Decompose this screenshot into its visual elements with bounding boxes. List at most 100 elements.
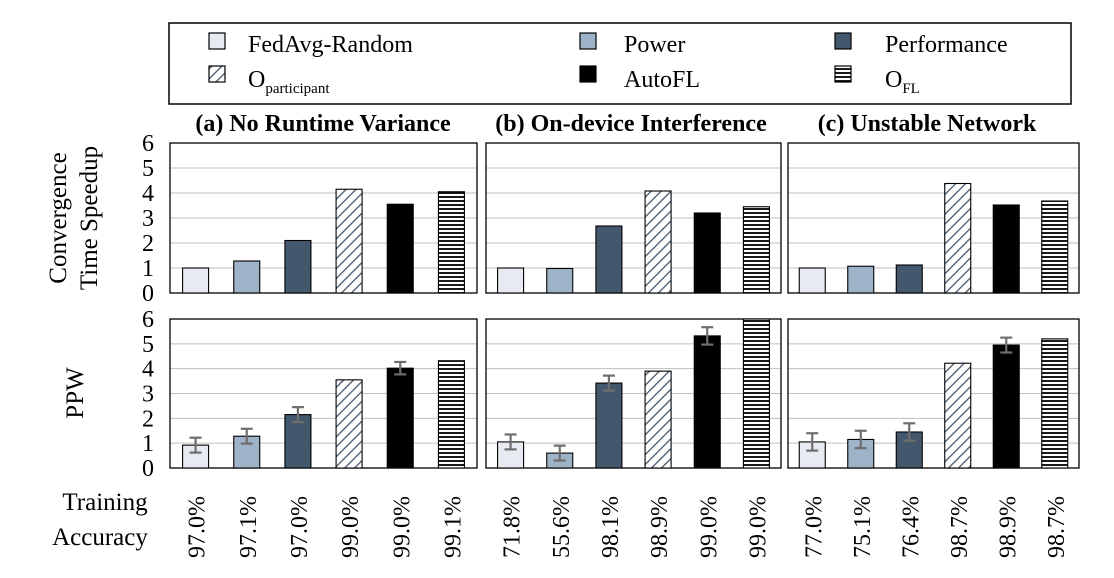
plot-frame — [485, 142, 782, 294]
legend-item-fedavg-random: FedAvg-Random — [208, 32, 413, 58]
bar-o-participant — [944, 362, 972, 469]
legend-swatch-o-fl — [834, 65, 852, 83]
legend-swatch-o-participant — [208, 65, 226, 83]
y-tick-label: 6 — [142, 307, 154, 333]
y-tick-label: 4 — [142, 181, 154, 207]
training-accuracy-label-line2: Accuracy — [52, 524, 148, 551]
training-accuracy-value: 99.0% — [745, 496, 771, 558]
legend-item-performance: Performance — [834, 32, 1008, 58]
chart-speedup-c — [787, 142, 1080, 294]
legend-item-power: Power — [579, 32, 685, 58]
bar-o-participant — [335, 379, 363, 469]
training-accuracy-value: 99.0% — [338, 496, 364, 558]
bar-o-participant — [644, 190, 672, 294]
bar-o-fl — [742, 206, 770, 294]
bar-o-participant — [944, 182, 972, 294]
plot-frame — [787, 142, 1080, 294]
error-bar-power — [854, 429, 867, 450]
y-tick-label: 0 — [142, 456, 154, 482]
training-accuracy-value: 97.0% — [185, 496, 211, 558]
training-accuracy-value: 98.9% — [995, 496, 1021, 558]
error-bar-performance — [291, 406, 304, 424]
training-accuracy-value: 76.4% — [898, 496, 924, 558]
error-bar-performance — [903, 422, 916, 442]
error-bar-autofl — [394, 360, 407, 376]
y-tick-label: 3 — [142, 206, 154, 232]
legend-frame — [168, 22, 1072, 105]
error-bar-fedavg-random — [806, 432, 819, 452]
bar-o-fl — [1041, 200, 1069, 294]
training-accuracy-value: 98.7% — [1044, 496, 1070, 558]
bar-performance — [895, 431, 923, 469]
training-accuracy-value: 77.0% — [801, 496, 827, 558]
legend-swatch-performance — [834, 32, 852, 50]
bar-power — [546, 267, 574, 294]
bar-autofl — [386, 367, 414, 469]
panel-title-c: (c) Unstable Network — [818, 111, 1037, 137]
training-accuracy-value: 98.9% — [647, 496, 673, 558]
bar-autofl — [992, 344, 1020, 469]
bar-power — [233, 260, 261, 294]
training-accuracy-value: 55.6% — [549, 496, 575, 558]
training-accuracy-label-line1: Training — [62, 489, 148, 516]
y-tick-label: 1 — [142, 256, 154, 282]
panel-title-b: (b) On-device Interference — [495, 111, 767, 137]
legend-swatch-power — [579, 32, 597, 50]
bar-performance — [284, 414, 312, 469]
legend-swatch-fedavg-random — [208, 32, 226, 50]
bar-o-fl — [1041, 338, 1069, 469]
y-axis-label-speedup: Convergence Time Speedup — [45, 146, 103, 290]
legend-label-fedavg-random: FedAvg-Random — [248, 32, 413, 58]
legend-label-autofl: AutoFL — [624, 67, 700, 93]
bar-power — [233, 435, 261, 469]
legend-swatch-autofl — [579, 65, 597, 83]
training-accuracy-value: 98.7% — [947, 496, 973, 558]
error-bar-power — [240, 427, 253, 445]
bar-autofl — [693, 212, 721, 294]
bar-performance — [595, 382, 623, 469]
plot-frame — [169, 318, 478, 469]
y-tick-label: 5 — [142, 332, 154, 358]
y-tick-label: 4 — [142, 357, 154, 383]
bar-performance — [895, 264, 923, 294]
error-bar-fedavg-random — [189, 436, 202, 454]
bar-autofl — [386, 203, 414, 294]
y-tick-label: 0 — [142, 281, 154, 307]
error-bar-power — [553, 444, 566, 462]
bar-power — [847, 265, 875, 294]
legend-label-performance: Performance — [885, 32, 1008, 58]
y-tick-label: 2 — [142, 231, 154, 257]
bar-fedavg-random — [798, 267, 826, 294]
chart-speedup-b — [485, 142, 782, 294]
y-tick-label: 3 — [142, 382, 154, 408]
training-accuracy-value: 98.1% — [598, 496, 624, 558]
y-tick-label: 2 — [142, 406, 154, 432]
error-bar-fedavg-random — [504, 433, 517, 451]
error-bar-performance — [602, 374, 615, 392]
bar-o-participant — [335, 188, 363, 294]
training-accuracy-value: 99.0% — [696, 496, 722, 558]
training-accuracy-value: 75.1% — [850, 496, 876, 558]
legend-item-autofl: AutoFL — [579, 65, 700, 93]
legend: FedAvg-Random Power PerformanceOparticipan… — [168, 22, 1072, 105]
bar-autofl — [992, 204, 1020, 294]
training-accuracy-value: 99.1% — [440, 496, 466, 558]
y-axis-label-speedup-line1: Convergence — [45, 152, 72, 283]
bar-o-fl — [437, 191, 465, 294]
plot-frame — [787, 318, 1080, 469]
y-tick-label: 5 — [142, 156, 154, 182]
panel-title-a: (a) No Runtime Variance — [195, 111, 451, 137]
chart-ppw-c: 77.0% 75.1% 76.4% 98.7% 98.9% 98.7% — [787, 318, 1080, 558]
bar-fedavg-random — [497, 267, 525, 294]
training-accuracy-value: 97.1% — [236, 496, 262, 558]
bar-o-fl — [742, 318, 770, 469]
bar-o-participant — [644, 370, 672, 469]
error-bar-autofl — [701, 326, 714, 346]
plot-frame — [485, 318, 782, 469]
bar-autofl — [693, 335, 721, 469]
y-axis-label-speedup-line2: Time Speedup — [76, 146, 103, 290]
training-accuracy-value: 71.8% — [500, 496, 526, 558]
